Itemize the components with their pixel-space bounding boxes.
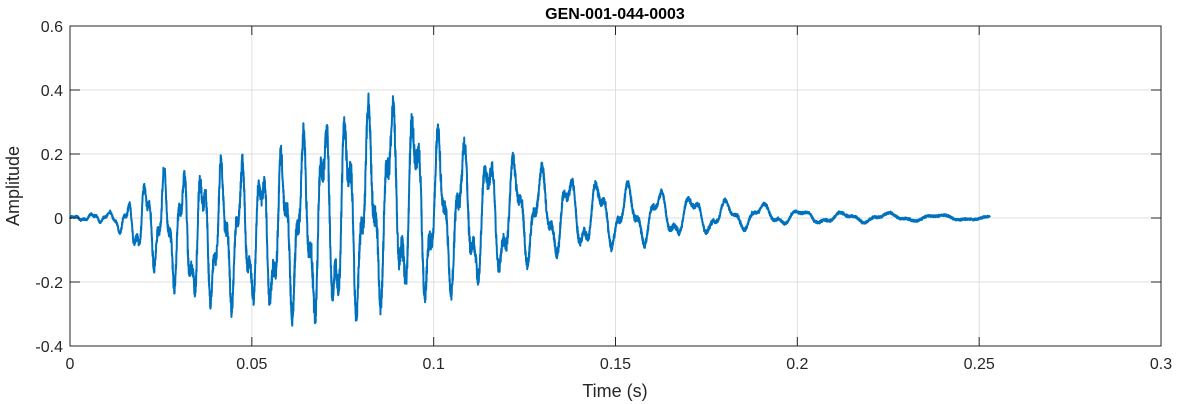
signal-line <box>69 92 991 327</box>
axis-ticks <box>69 25 1162 347</box>
chart-title: GEN-001-044-0003 <box>545 6 685 23</box>
x-tick-label: 0.3 <box>1150 356 1172 373</box>
y-tick-label: -0.4 <box>35 339 63 356</box>
x-tick-label: 0.15 <box>600 356 631 373</box>
y-tick-label: 0 <box>54 211 63 228</box>
y-tick-label: -0.2 <box>35 275 63 292</box>
y-axis-label: Amplitude <box>3 146 23 226</box>
x-tick-label: 0 <box>66 356 75 373</box>
x-tick-label: 0.05 <box>236 356 267 373</box>
y-tick-label: 0.6 <box>41 19 63 36</box>
x-tick-label: 0.1 <box>423 356 445 373</box>
x-tick-labels: 0 0.05 0.1 0.15 0.2 0.25 0.3 <box>66 356 1173 373</box>
y-tick-labels: -0.4 -0.2 0 0.2 0.4 0.6 <box>35 19 63 356</box>
x-tick-label: 0.25 <box>964 356 995 373</box>
signal-series <box>69 92 991 327</box>
x-tick-label: 0.2 <box>786 356 808 373</box>
x-axis-label: Time (s) <box>582 381 647 401</box>
y-tick-label: 0.2 <box>41 147 63 164</box>
y-tick-label: 0.4 <box>41 83 63 100</box>
